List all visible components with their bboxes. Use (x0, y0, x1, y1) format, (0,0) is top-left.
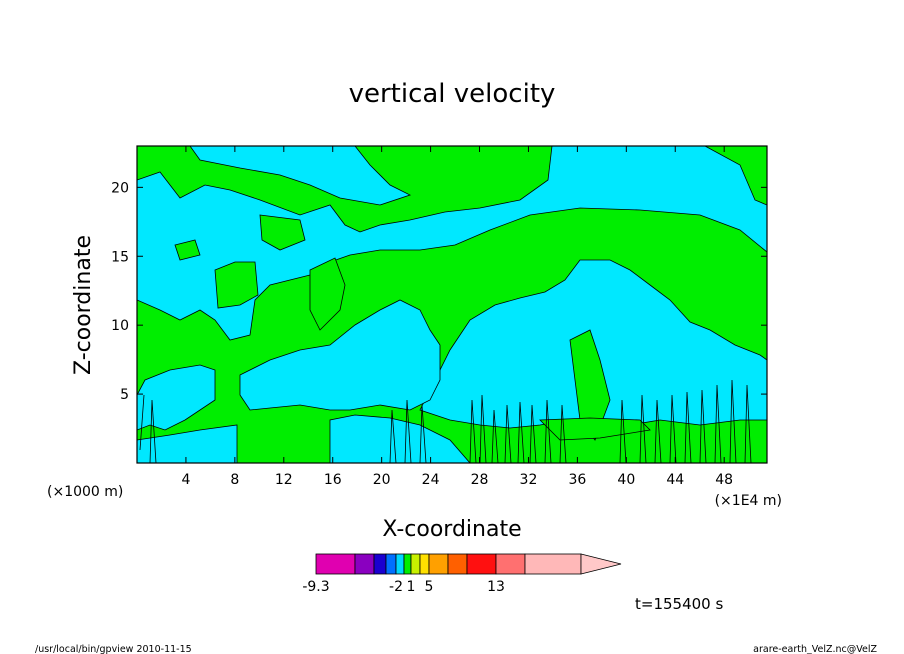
colorbar-segment-1 (354, 553, 375, 575)
colorbar-segment-8 (428, 553, 449, 575)
colorbar-label-0: -9.3 (302, 579, 329, 595)
contour-regions (137, 146, 767, 463)
chart-title: vertical velocity (349, 79, 556, 109)
x-tick-label-5: 24 (422, 472, 440, 488)
colorbar-segment-11 (495, 553, 526, 575)
cyan-region-left-lower (137, 364, 216, 431)
y-axis-label: Z-coordinate (71, 235, 96, 375)
y-tick-label-3: 20 (111, 180, 129, 196)
green-island-b (174, 239, 201, 261)
colorbar-label-2: 1 (407, 579, 416, 595)
y-tick-label-2: 15 (111, 249, 129, 265)
x-axis: 4 8 12 16 20 24 28 32 36 40 44 48 (181, 146, 733, 488)
colorbar-label-3: 5 (425, 579, 434, 595)
colorbar-segment-9 (447, 553, 468, 575)
x-tick-label-6: 28 (471, 472, 489, 488)
plot-frame (136, 145, 768, 464)
plot-area (137, 146, 767, 463)
x-tick-label-10: 44 (666, 472, 684, 488)
x-tick-label-1: 8 (230, 472, 239, 488)
cyan-region-upper-left (137, 146, 767, 341)
y-tick-label-0: 5 (120, 387, 129, 403)
colorbar-segment-4 (395, 553, 405, 575)
x-tick-label-4: 20 (373, 472, 391, 488)
colorbar-segment-0 (315, 553, 356, 575)
colorbar: -9.3 -2 1 5 13 (302, 553, 622, 595)
x-tick-label-0: 4 (181, 472, 190, 488)
x-axis-label: X-coordinate (382, 517, 521, 542)
x-tick-label-7: 32 (520, 472, 538, 488)
x-tick-label-9: 40 (617, 472, 635, 488)
contour-fingers (139, 379, 752, 463)
green-island-d (259, 214, 306, 251)
x-tick-label-11: 48 (715, 472, 733, 488)
cyan-region-top (189, 146, 412, 206)
y-axis: 5 10 15 20 (111, 180, 767, 403)
green-island-f (539, 417, 651, 441)
x-tick-label-3: 16 (324, 472, 342, 488)
cyan-region-middle (239, 299, 441, 411)
colorbar-label-4: 13 (487, 579, 505, 595)
colorbar-arrow (580, 553, 622, 575)
y-tick-label-1: 10 (111, 318, 129, 334)
green-island-c (309, 257, 346, 331)
colorbar-segment-7 (419, 553, 430, 575)
colorbar-segment-5 (403, 553, 412, 575)
x-unit-right: (×1E4 m) (715, 493, 782, 509)
time-label: t=155400 s (635, 595, 723, 613)
footer-right: arare-earth_VelZ.nc@VelZ (753, 644, 877, 654)
cyan-region-bottom (329, 414, 471, 463)
x-tick-label-8: 36 (568, 472, 586, 488)
green-island-a (214, 261, 259, 309)
colorbar-segment-12 (524, 553, 582, 575)
colorbar-segment-6 (410, 553, 421, 575)
x-unit-left: (×1000 m) (47, 484, 123, 500)
cyan-region-bottom-left (137, 424, 238, 463)
colorbar-segment-2 (373, 553, 387, 575)
colorbar-label-1: -2 (389, 579, 403, 595)
colorbar-segment-10 (466, 553, 497, 575)
colorbar-segment-3 (385, 553, 397, 575)
footer-left: /usr/local/bin/gpview 2010-11-15 (35, 644, 192, 654)
green-islands (174, 214, 651, 441)
x-tick-label-2: 12 (275, 472, 293, 488)
